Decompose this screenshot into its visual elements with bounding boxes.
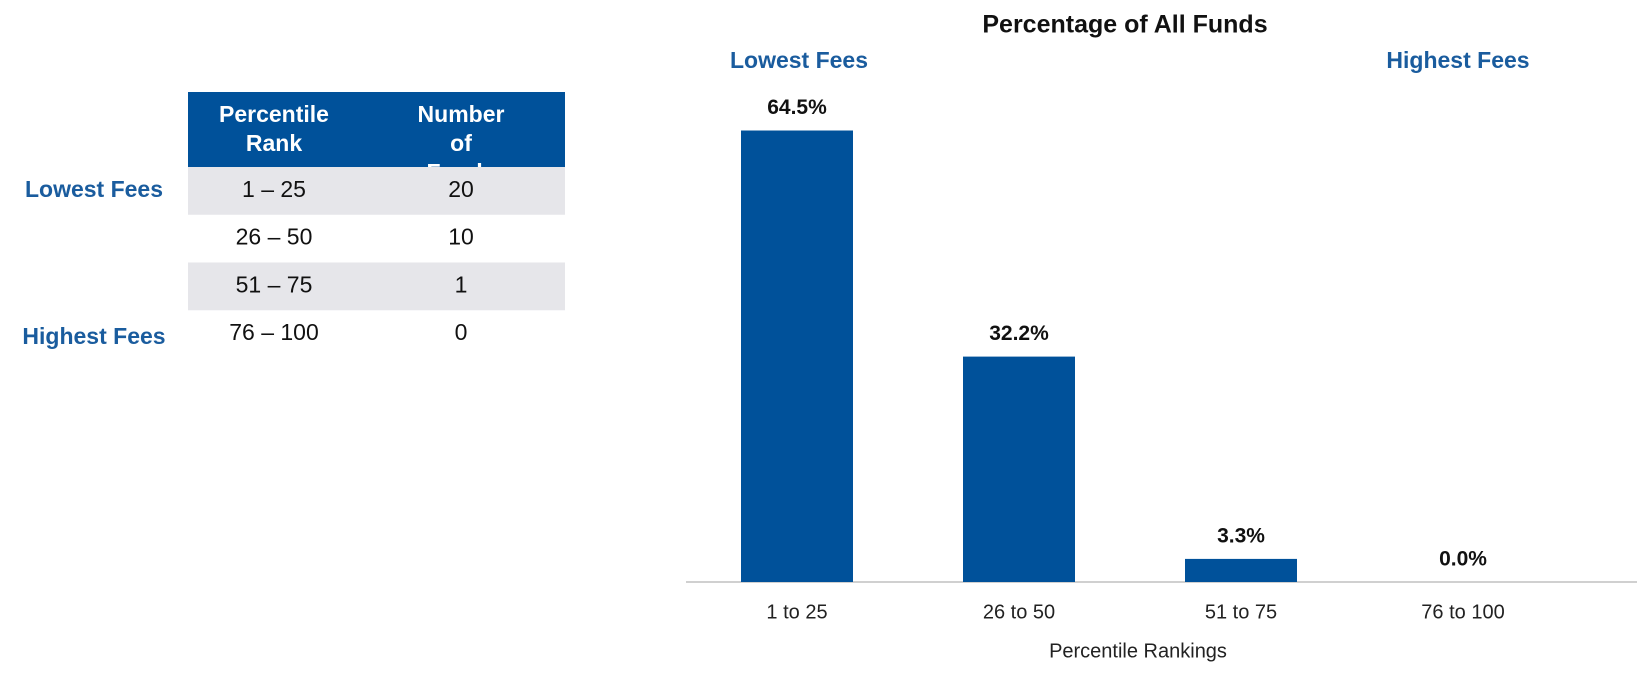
table-cell: 1 – 25 (242, 176, 306, 202)
bar (963, 356, 1075, 582)
table-cell: 51 – 75 (236, 271, 313, 297)
annotation: Lowest Fees (730, 47, 868, 73)
table-cell: 10 (448, 224, 474, 250)
x-tick-label: 76 to 100 (1421, 601, 1504, 623)
annotation: Highest Fees (1386, 47, 1529, 73)
x-tick-label: 1 to 25 (766, 601, 827, 623)
x-axis-label: Percentile Rankings (1049, 640, 1227, 662)
x-tick-label: 26 to 50 (983, 601, 1055, 623)
table-cell: 26 – 50 (236, 224, 313, 250)
table-header-cell: Percentile Rank (219, 101, 329, 156)
data-label: 0.0% (1439, 548, 1487, 571)
chart-title: Percentage of All Funds (982, 11, 1267, 39)
row-label: Highest Fees (22, 323, 165, 349)
row-label: Lowest Fees (25, 176, 163, 202)
x-tick-label: 51 to 75 (1205, 601, 1277, 623)
table-header (188, 92, 565, 167)
table-row-bg (188, 167, 565, 215)
table-cell: 0 (455, 319, 468, 345)
table-row-bg (188, 262, 565, 311)
data-label: 3.3% (1217, 524, 1265, 547)
table-cell: 20 (448, 176, 474, 202)
table-cell: 1 (455, 271, 468, 297)
data-label: 32.2% (989, 322, 1049, 345)
bar (1185, 558, 1297, 582)
data-label: 64.5% (767, 96, 827, 119)
bar (741, 130, 853, 582)
table-cell: 76 – 100 (229, 319, 319, 345)
